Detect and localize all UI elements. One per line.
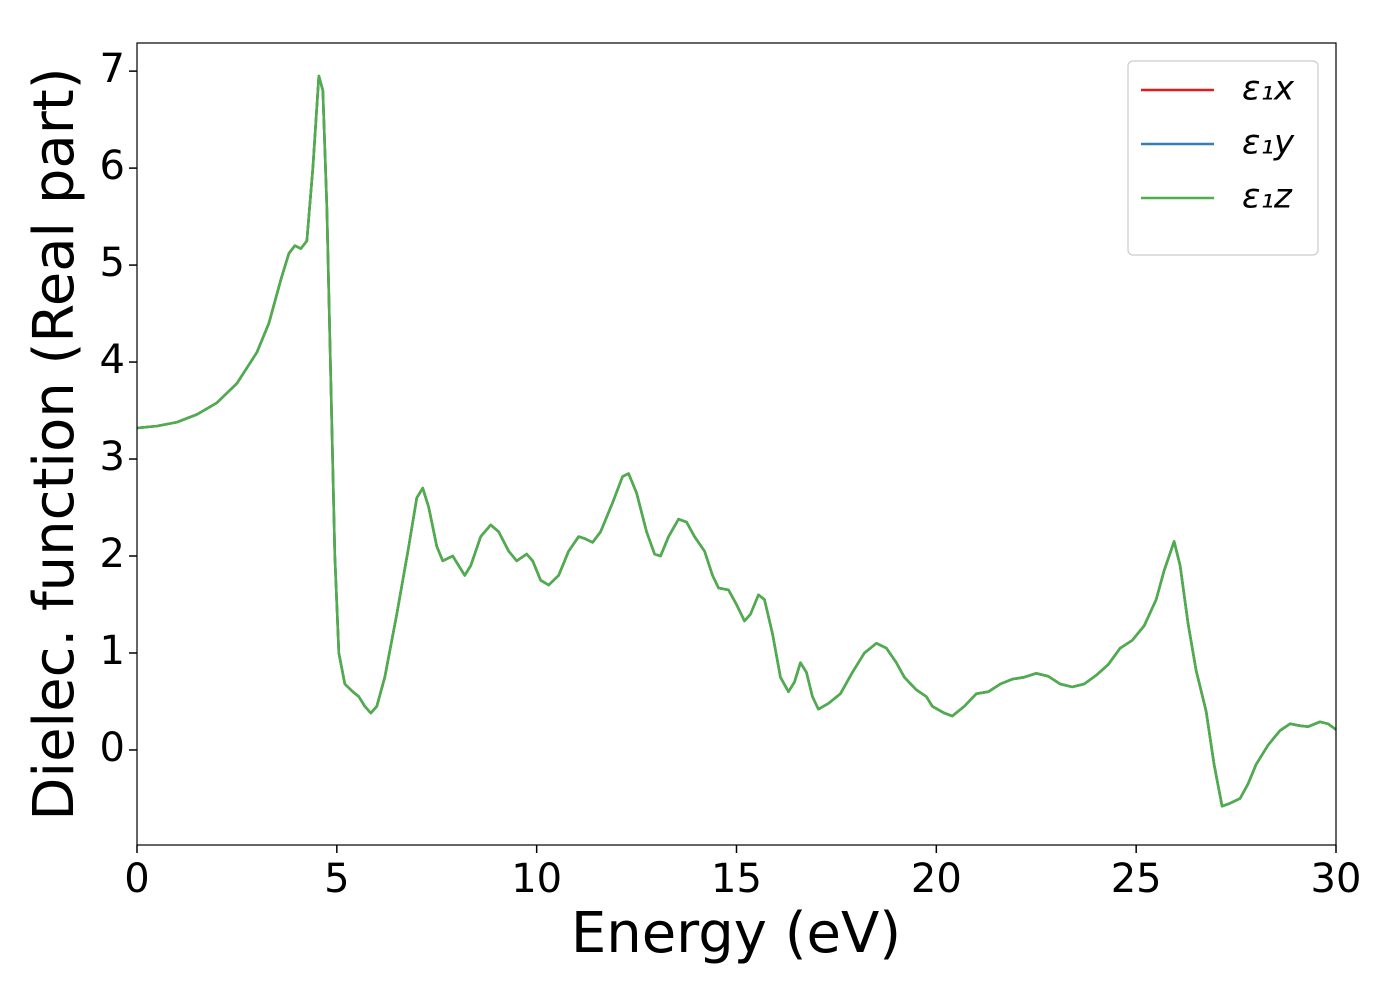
x-axis-label: Energy (eV) (571, 901, 901, 966)
x-tick-label: 20 (911, 856, 962, 902)
y-tick-label: 4 (100, 337, 125, 383)
x-tick-label: 25 (1111, 856, 1162, 902)
legend-box (1127, 60, 1319, 256)
y-tick-label: 2 (100, 531, 125, 577)
y-tick-label: 7 (100, 46, 125, 92)
x-tick-label: 30 (1311, 856, 1362, 902)
data-line (136, 74, 1337, 808)
plot-frame (136, 42, 1337, 846)
y-tick-label: 6 (100, 143, 125, 189)
legend-label: ε₁x (1242, 69, 1295, 109)
x-tick-label: 5 (324, 856, 349, 902)
y-tick-label: 0 (100, 725, 125, 771)
y-tick-label: 1 (100, 628, 125, 674)
x-tick-label: 0 (124, 856, 149, 902)
legend-label: ε₁y (1242, 123, 1295, 163)
y-axis-label: Dielec. function (Real part) (22, 67, 87, 820)
x-tick-label: 15 (711, 856, 762, 902)
legend-label: ε₁z (1242, 177, 1293, 217)
legend: ε₁x ε₁y ε₁z (1127, 60, 1319, 256)
y-tick-label: 3 (100, 434, 125, 480)
x-tick-label: 10 (511, 856, 562, 902)
y-tick-label: 5 (100, 240, 125, 286)
